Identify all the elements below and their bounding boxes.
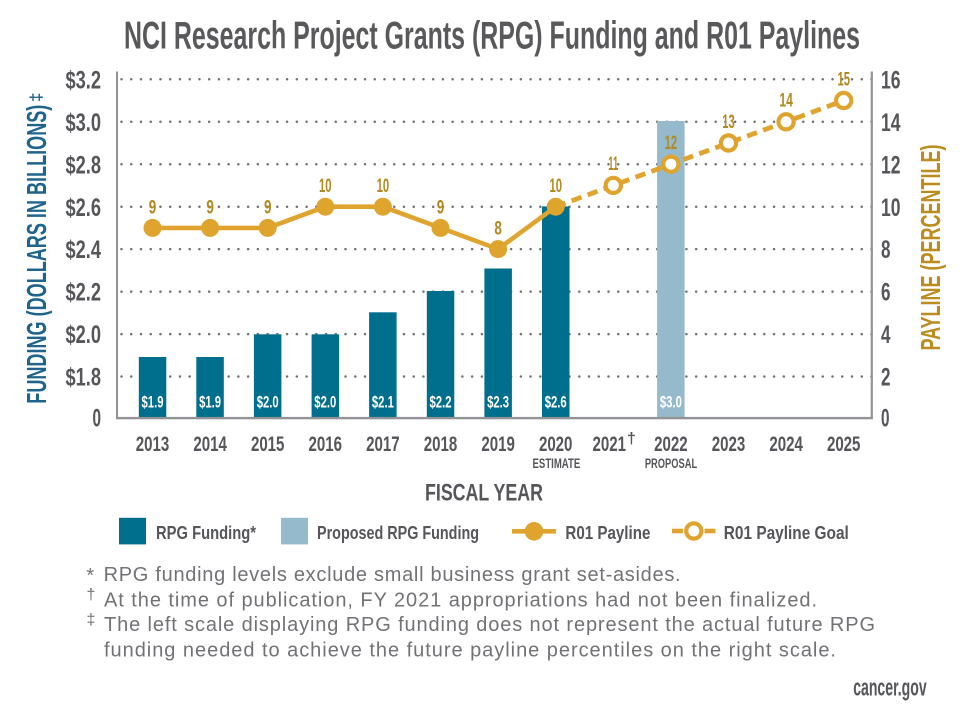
svg-text:PROPOSAL: PROPOSAL: [645, 456, 697, 471]
svg-text:FISCAL YEAR: FISCAL YEAR: [425, 480, 543, 507]
svg-text:Proposed RPG Funding: Proposed RPG Funding: [317, 523, 479, 543]
svg-text:NCI Research Project Grants (R: NCI Research Project Grants (RPG) Fundin…: [124, 15, 860, 58]
svg-text:2018: 2018: [424, 432, 458, 456]
svg-text:$2.0: $2.0: [66, 321, 102, 349]
svg-text:0: 0: [881, 405, 890, 433]
svg-text:At the time of publication, FY: At the time of publication, FY 2021 appr…: [104, 589, 817, 611]
svg-text:$1.8: $1.8: [66, 364, 102, 392]
svg-text:$2.0: $2.0: [257, 393, 279, 412]
svg-text:‡: ‡: [27, 93, 46, 102]
svg-text:PAYLINE (PERCENTILE): PAYLINE (PERCENTILE): [915, 145, 946, 351]
svg-text:6: 6: [881, 279, 891, 307]
svg-text:2020: 2020: [539, 432, 573, 456]
svg-text:12: 12: [665, 133, 678, 154]
svg-text:$2.6: $2.6: [66, 194, 102, 222]
svg-text:10: 10: [549, 176, 562, 197]
svg-text:$2.1: $2.1: [372, 393, 394, 412]
svg-text:†: †: [87, 587, 96, 604]
svg-text:$3.2: $3.2: [66, 66, 102, 94]
svg-text:2022: 2022: [654, 432, 688, 456]
svg-text:9: 9: [437, 197, 445, 218]
svg-text:2024: 2024: [769, 432, 803, 456]
svg-text:0: 0: [93, 405, 102, 433]
svg-text:FUNDING (DOLLARS IN BILLIONS): FUNDING (DOLLARS IN BILLIONS): [21, 105, 52, 404]
svg-text:$2.4: $2.4: [66, 236, 102, 264]
svg-text:†: †: [627, 431, 636, 448]
svg-text:2014: 2014: [193, 432, 227, 456]
svg-text:2019: 2019: [481, 432, 515, 456]
svg-text:$2.8: $2.8: [66, 151, 102, 179]
svg-text:2: 2: [881, 364, 891, 392]
svg-text:$2.2: $2.2: [66, 279, 102, 307]
svg-text:$2.3: $2.3: [487, 393, 509, 412]
svg-text:9: 9: [206, 197, 214, 218]
svg-text:‡: ‡: [87, 612, 96, 629]
svg-text:2016: 2016: [309, 432, 343, 456]
svg-text:cancer.gov: cancer.gov: [853, 674, 927, 701]
svg-text:8: 8: [494, 219, 502, 240]
svg-text:10: 10: [881, 194, 901, 222]
svg-text:$2.6: $2.6: [545, 393, 567, 412]
svg-text:10: 10: [319, 176, 332, 197]
svg-text:R01 Payline Goal: R01 Payline Goal: [724, 523, 849, 543]
svg-text:The left scale displaying RPG: The left scale displaying RPG funding do…: [104, 614, 875, 636]
svg-text:$3.0: $3.0: [660, 393, 682, 412]
svg-text:R01 Payline: R01 Payline: [565, 523, 650, 543]
svg-text:9: 9: [149, 197, 157, 218]
svg-text:2013: 2013: [136, 432, 170, 456]
svg-text:$2.0: $2.0: [314, 393, 336, 412]
svg-text:15: 15: [837, 69, 850, 90]
svg-text:RPG funding levels exclude sma: RPG funding levels exclude small busines…: [104, 564, 681, 586]
svg-text:8: 8: [881, 236, 891, 264]
svg-text:2017: 2017: [366, 432, 400, 456]
svg-text:16: 16: [881, 66, 901, 94]
svg-text:13: 13: [722, 112, 735, 133]
svg-text:$3.0: $3.0: [66, 109, 102, 137]
svg-text:2015: 2015: [251, 432, 285, 456]
svg-text:RPG Funding*: RPG Funding*: [156, 523, 256, 543]
svg-text:$1.9: $1.9: [199, 393, 221, 412]
svg-text:$2.2: $2.2: [430, 393, 452, 412]
svg-text:10: 10: [377, 176, 390, 197]
svg-text:14: 14: [881, 109, 901, 137]
svg-text:14: 14: [779, 91, 793, 112]
svg-text:2025: 2025: [827, 432, 861, 456]
svg-text:4: 4: [881, 321, 891, 349]
svg-text:$1.9: $1.9: [142, 393, 164, 412]
svg-text:11: 11: [608, 154, 618, 175]
svg-text:funding needed to achieve the: funding needed to achieve the future pay…: [104, 639, 836, 661]
svg-text:ESTIMATE: ESTIMATE: [533, 456, 581, 471]
svg-text:*: *: [86, 565, 94, 587]
svg-text:9: 9: [264, 197, 272, 218]
svg-text:12: 12: [881, 151, 901, 179]
svg-text:2021: 2021: [593, 432, 627, 456]
svg-text:2023: 2023: [712, 432, 746, 456]
